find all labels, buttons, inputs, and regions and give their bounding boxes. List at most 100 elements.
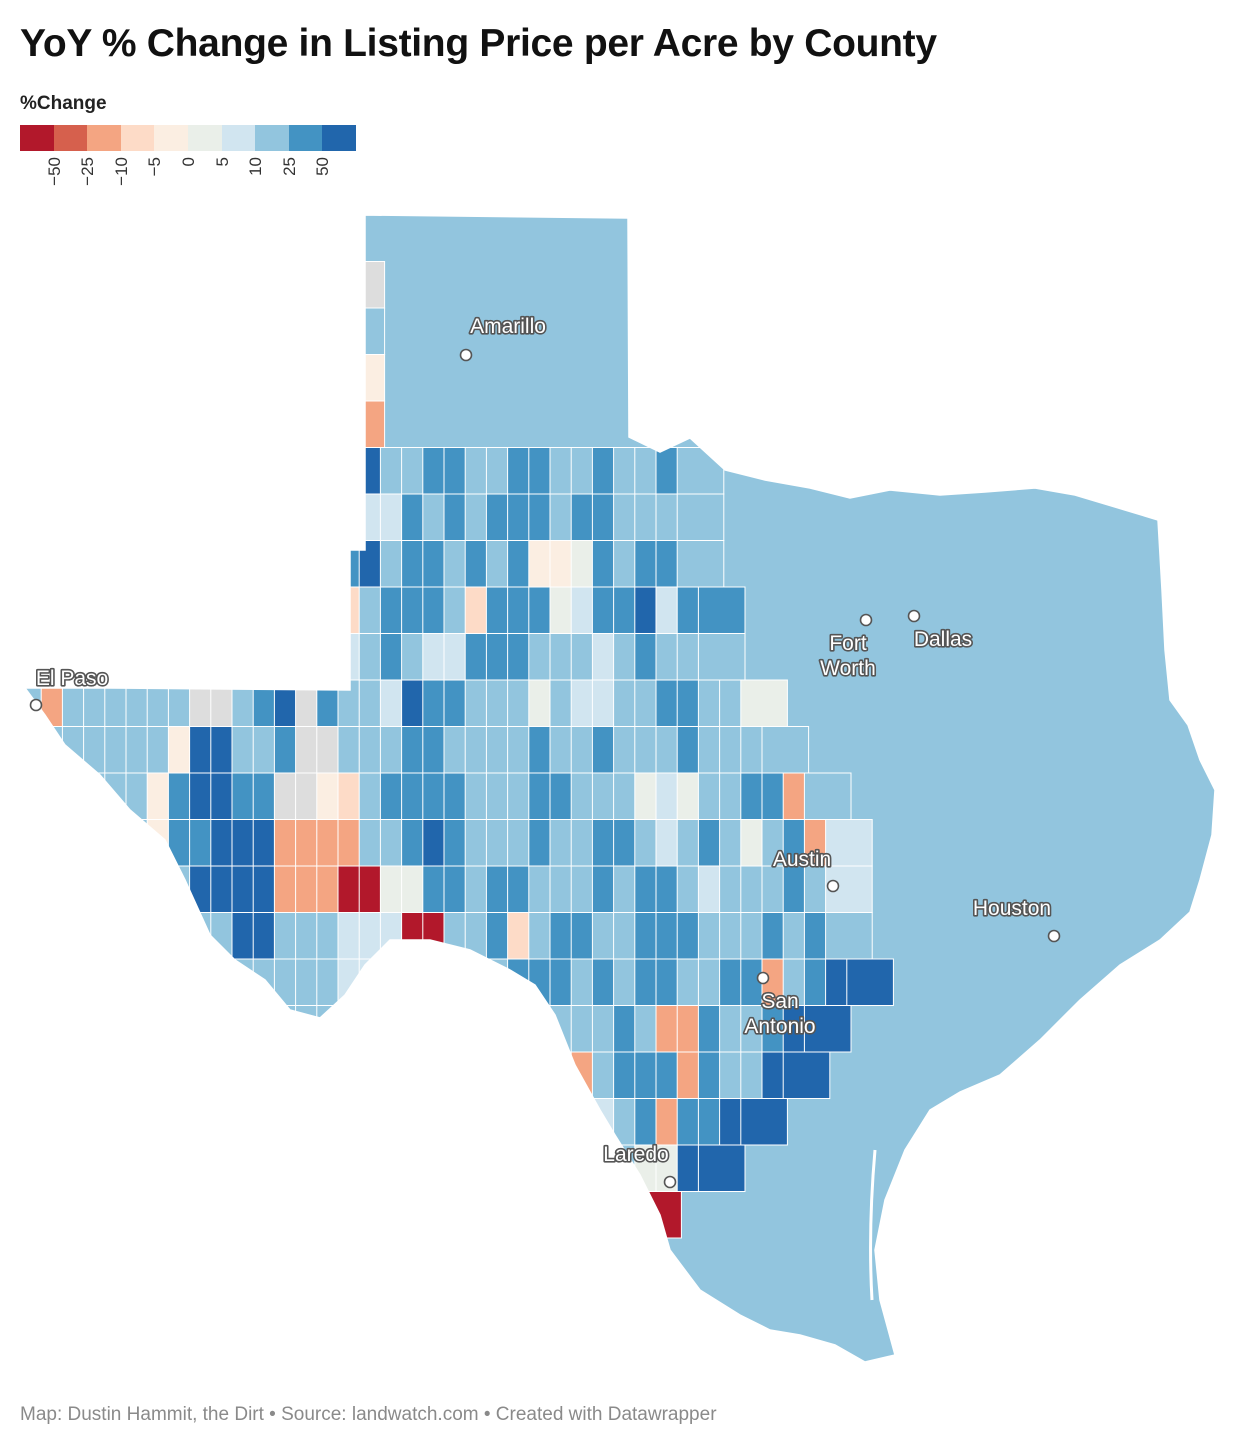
county-cell	[273, 1051, 322, 1099]
legend-swatch	[288, 125, 323, 151]
county-cell	[507, 1330, 555, 1362]
county-cell	[443, 1005, 492, 1053]
county-cell	[252, 586, 301, 634]
city-dot	[663, 1175, 677, 1189]
county-cell	[379, 1098, 428, 1146]
county-cell	[252, 215, 301, 262]
city-marker: Laredo	[602, 1141, 677, 1189]
chart-title: YoY % Change in Listing Price per Acre b…	[20, 22, 937, 65]
county-cell	[676, 540, 725, 588]
county-cell	[549, 1284, 598, 1332]
county-cell	[210, 447, 258, 495]
county-cell	[549, 1191, 598, 1239]
county-cell	[358, 1051, 407, 1099]
county-cell	[528, 1144, 576, 1192]
county-cell	[273, 400, 322, 448]
county-cell	[316, 1005, 364, 1053]
county-cell	[273, 261, 322, 309]
county-cell	[337, 1098, 386, 1146]
county-polygons	[25, 215, 1215, 1450]
county-cell	[189, 447, 237, 495]
county-cell	[295, 633, 343, 681]
city-dot	[826, 879, 840, 893]
county-cell	[443, 1144, 492, 1192]
county-cell	[528, 1330, 576, 1362]
county-cell	[146, 633, 195, 681]
county-cell	[422, 1051, 470, 1099]
city-dot	[907, 609, 921, 623]
county-cell	[252, 447, 301, 495]
county-cell	[803, 772, 852, 820]
county-cell	[316, 493, 364, 541]
county-cell	[571, 1424, 618, 1450]
county-cell	[592, 1424, 639, 1450]
county-cell	[825, 819, 873, 867]
city-label: Amarillo	[470, 315, 546, 338]
county-cell	[252, 633, 301, 681]
county-cell	[507, 1191, 555, 1239]
county-cell	[252, 1051, 301, 1099]
county-cell	[591, 1284, 640, 1332]
city-label: El Paso	[36, 667, 108, 690]
county-cell	[295, 447, 343, 495]
county-cell	[485, 1237, 534, 1285]
county-cell	[422, 1144, 470, 1192]
county-cell	[485, 1144, 534, 1192]
county-cell	[358, 958, 407, 1006]
county-cell	[252, 1005, 301, 1053]
city-dot	[1047, 929, 1061, 943]
city-label: Dallas	[914, 628, 972, 651]
county-cell	[825, 912, 873, 960]
county-cell	[464, 1098, 513, 1146]
county-cell	[528, 1098, 576, 1146]
county-cell	[401, 1051, 449, 1099]
county-cell	[401, 1098, 449, 1146]
county-cell	[550, 1424, 597, 1450]
county-cell	[316, 215, 364, 262]
county-cell	[676, 493, 725, 541]
county-cell	[189, 493, 237, 541]
legend-swatch	[87, 125, 121, 151]
county-cell	[422, 1191, 470, 1239]
county-cell	[316, 261, 364, 309]
county-cell	[740, 1098, 788, 1146]
county-cell	[485, 1191, 534, 1239]
county-cell	[549, 1098, 598, 1146]
county-cell	[295, 540, 343, 588]
county-cell	[379, 958, 428, 1006]
county-cell	[273, 215, 322, 262]
county-cell	[295, 307, 343, 355]
county-cell	[697, 633, 746, 681]
county-cell	[697, 1144, 746, 1192]
county-cell	[316, 1098, 364, 1146]
legend-swatch	[221, 125, 256, 151]
county-cell	[125, 865, 174, 913]
county-cell	[422, 1098, 470, 1146]
county-cell	[231, 633, 280, 681]
county-cell	[507, 1237, 555, 1285]
county-cell	[464, 1284, 513, 1332]
county-cell	[273, 540, 322, 588]
county-cell	[443, 1284, 492, 1332]
county-cell	[613, 1284, 661, 1332]
county-cell	[167, 633, 216, 681]
county-cell	[252, 493, 301, 541]
state-outline	[23, 214, 1216, 1363]
county-cell	[252, 261, 301, 309]
county-cell	[337, 354, 386, 402]
county-cell	[591, 1237, 640, 1285]
county-cell	[316, 400, 364, 448]
county-cell	[570, 1191, 619, 1239]
county-cell	[273, 307, 322, 355]
county-cell	[146, 912, 195, 960]
county-cell	[273, 586, 322, 634]
city-marker: Austin	[771, 846, 840, 893]
county-cell	[189, 540, 237, 588]
county-cell	[231, 215, 280, 262]
city-marker: El Paso	[29, 665, 110, 712]
county-cell	[210, 633, 258, 681]
legend-swatch	[120, 125, 155, 151]
county-cell	[316, 1051, 364, 1099]
legend-color-bar	[20, 125, 356, 151]
county-cell	[273, 633, 322, 681]
